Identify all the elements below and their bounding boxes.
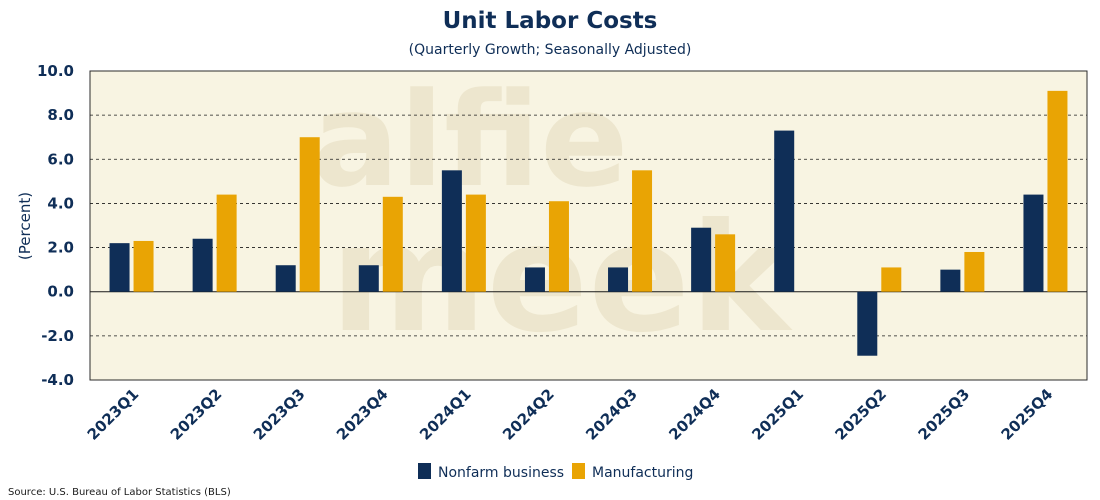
plot-area [89,70,1088,381]
bar-manufacturing-2023Q1 [133,240,154,292]
y-tick-label: 6.0 [47,150,74,168]
legend-label-nonfarm: Nonfarm business [438,465,564,481]
legend-label-manufacturing: Manufacturing [592,465,693,481]
x-tick-label: 2025Q3 [915,385,974,444]
y-tick-label: 0.0 [47,283,74,301]
y-axis-label: (Percent) [16,192,34,260]
chart-title: Unit Labor Costs [443,8,658,34]
x-tick-label: 2025Q2 [831,385,890,444]
x-tick-label: 2025Q4 [998,385,1057,444]
x-tick-label: 2024Q2 [499,385,558,444]
source-note: Source: U.S. Bureau of Labor Statistics … [8,487,231,498]
y-tick-label: 2.0 [47,239,74,257]
x-tick-label: 2023Q3 [250,385,309,444]
y-tick-label: -4.0 [41,371,74,389]
x-tick-label: 2025Q1 [748,385,807,444]
bar-nonfarm-2023Q1 [109,243,130,292]
bar-nonfarm-2023Q4 [358,265,379,292]
bar-nonfarm-2024Q1 [441,170,462,292]
gridlines [90,114,1087,337]
watermark-text: alfie [312,64,629,216]
y-tick-label: 4.0 [47,194,74,212]
x-tick-label: 2024Q4 [665,385,724,444]
legend-swatch-manufacturing [572,463,585,479]
x-tick-label: 2023Q2 [167,385,226,444]
y-tick-label: -2.0 [41,327,74,345]
x-tick-label: 2024Q3 [582,385,641,444]
bar-manufacturing-2025Q2 [881,267,902,292]
bar-manufacturing-2023Q3 [299,137,320,292]
bar-manufacturing-2024Q3 [632,170,653,292]
bar-nonfarm-2025Q3 [940,269,961,292]
bars [109,90,1068,356]
legend: Nonfarm business Manufacturing [418,463,693,481]
x-tick-label: 2024Q1 [416,385,475,444]
bar-manufacturing-2025Q3 [964,251,985,292]
x-tick-label: 2023Q1 [84,385,143,444]
x-axis-ticks: 2023Q1 2023Q2 2023Q3 2023Q4 2024Q1 2024Q2 2024… [84,385,1057,444]
y-axis-ticks: -4.0 -2.0 0.0 2.0 4.0 6.0 8.0 10.0 [37,62,74,389]
chart-subtitle: (Quarterly Growth; Seasonally Adjusted) [409,42,692,58]
bar-nonfarm-2023Q3 [275,265,296,292]
bar-manufacturing-2024Q1 [465,194,486,292]
bar-nonfarm-2025Q1 [774,130,795,292]
bar-manufacturing-2024Q2 [548,201,569,292]
x-tick-label: 2023Q4 [333,385,392,444]
legend-swatch-nonfarm [418,463,431,479]
bar-manufacturing-2025Q4 [1047,90,1068,292]
bar-nonfarm-2024Q4 [691,227,712,292]
bar-nonfarm-2024Q3 [608,267,629,292]
bar-manufacturing-2024Q4 [715,234,736,292]
bar-nonfarm-2025Q2 [857,291,878,356]
bar-manufacturing-2023Q2 [216,194,237,292]
bar-manufacturing-2023Q4 [382,196,403,292]
bar-nonfarm-2023Q2 [192,238,213,292]
y-tick-label: 8.0 [47,106,74,124]
y-tick-label: 10.0 [37,62,74,80]
bar-nonfarm-2025Q4 [1023,194,1044,292]
bar-nonfarm-2024Q2 [524,267,545,292]
